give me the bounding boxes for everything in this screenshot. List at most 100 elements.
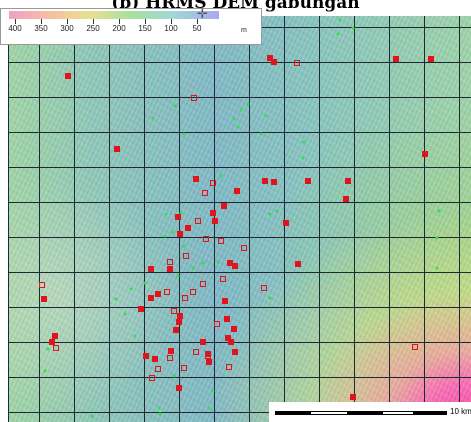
green-markers bbox=[43, 18, 441, 418]
dem-map[interactable] bbox=[8, 16, 471, 422]
site-marker bbox=[191, 95, 197, 101]
site-marker bbox=[177, 313, 183, 319]
green-marker bbox=[207, 406, 211, 410]
site-marker bbox=[234, 188, 240, 194]
site-marker bbox=[232, 263, 238, 269]
green-marker bbox=[182, 244, 186, 248]
legend-tick-label: 350 bbox=[34, 24, 48, 33]
site-marker bbox=[39, 282, 45, 288]
green-marker bbox=[158, 412, 162, 416]
site-marker bbox=[171, 308, 177, 314]
hillshade-texture bbox=[8, 16, 471, 422]
legend-tick bbox=[119, 19, 120, 24]
site-marker bbox=[52, 333, 58, 339]
green-marker bbox=[264, 114, 268, 118]
scale-bar-segment bbox=[311, 411, 347, 415]
site-marker bbox=[168, 348, 174, 354]
site-marker bbox=[345, 178, 351, 184]
site-marker bbox=[227, 260, 233, 266]
green-marker bbox=[259, 132, 263, 136]
green-marker bbox=[151, 116, 155, 120]
elevation-legend: 400 350 300 250 200 150 100 50 m ✛ bbox=[0, 8, 262, 45]
site-marker bbox=[412, 344, 418, 350]
green-marker bbox=[133, 334, 137, 338]
site-marker bbox=[214, 321, 220, 327]
green-marker bbox=[182, 132, 186, 136]
map-overlay bbox=[8, 16, 471, 422]
site-marker bbox=[393, 56, 399, 62]
legend-tick-label: 150 bbox=[138, 24, 152, 33]
site-marker bbox=[177, 231, 183, 237]
site-marker bbox=[181, 365, 187, 371]
site-marker bbox=[203, 236, 209, 242]
site-marker bbox=[167, 259, 173, 265]
legend-tick bbox=[15, 19, 16, 24]
site-marker bbox=[206, 359, 212, 365]
green-marker bbox=[246, 102, 250, 106]
site-marker bbox=[155, 291, 161, 297]
site-marker bbox=[148, 295, 154, 301]
green-marker bbox=[129, 287, 133, 291]
site-marker bbox=[212, 218, 218, 224]
site-marker bbox=[228, 339, 234, 345]
green-marker bbox=[164, 212, 168, 216]
scale-bar-segment bbox=[275, 411, 311, 415]
green-marker bbox=[336, 32, 340, 36]
site-marker bbox=[148, 266, 154, 272]
site-marker bbox=[343, 196, 349, 202]
legend-unit: m bbox=[241, 27, 247, 34]
green-marker bbox=[216, 260, 220, 264]
site-marker bbox=[220, 276, 226, 282]
legend-tick bbox=[67, 19, 68, 24]
legend-tick-label: 300 bbox=[60, 24, 74, 33]
site-marker bbox=[175, 214, 181, 220]
green-marker bbox=[236, 125, 240, 129]
green-marker bbox=[435, 266, 439, 270]
scale-bar-segment bbox=[383, 411, 413, 415]
green-marker bbox=[239, 108, 243, 112]
green-marker bbox=[123, 312, 127, 316]
legend-tick-label: 100 bbox=[164, 24, 178, 33]
site-marker bbox=[202, 190, 208, 196]
green-marker bbox=[338, 18, 342, 22]
legend-tick-label: 250 bbox=[86, 24, 100, 33]
site-marker bbox=[422, 151, 428, 157]
green-marker bbox=[302, 140, 306, 144]
site-marker bbox=[114, 146, 120, 152]
site-marker bbox=[267, 55, 273, 61]
legend-tick bbox=[171, 19, 172, 24]
green-marker bbox=[46, 347, 50, 351]
site-marker bbox=[49, 339, 55, 345]
scale-bar-segment bbox=[413, 411, 447, 415]
green-marker bbox=[301, 156, 305, 160]
site-marker bbox=[193, 176, 199, 182]
green-marker bbox=[143, 281, 147, 285]
site-marker bbox=[210, 180, 216, 186]
legend-tick-label: 200 bbox=[112, 24, 126, 33]
site-marker bbox=[222, 298, 228, 304]
site-marker bbox=[295, 261, 301, 267]
site-marker bbox=[190, 289, 196, 295]
site-marker bbox=[167, 355, 173, 361]
grid-lines bbox=[8, 16, 471, 422]
scale-bar-label: 10 km bbox=[450, 407, 471, 416]
site-marker bbox=[262, 178, 268, 184]
green-marker bbox=[268, 296, 272, 300]
green-marker bbox=[211, 389, 215, 393]
site-marker bbox=[143, 353, 149, 359]
green-marker bbox=[43, 369, 47, 373]
site-marker bbox=[294, 60, 300, 66]
green-marker bbox=[114, 297, 118, 301]
site-marker bbox=[241, 245, 247, 251]
scale-bar-segment bbox=[347, 411, 383, 415]
site-marker bbox=[164, 289, 170, 295]
site-marker bbox=[195, 218, 201, 224]
site-marker bbox=[305, 178, 311, 184]
green-marker bbox=[163, 234, 167, 238]
green-marker bbox=[176, 274, 180, 278]
site-marker bbox=[271, 59, 277, 65]
green-marker bbox=[435, 236, 439, 240]
green-marker bbox=[157, 406, 161, 410]
site-marker bbox=[149, 375, 155, 381]
legend-tick bbox=[93, 19, 94, 24]
